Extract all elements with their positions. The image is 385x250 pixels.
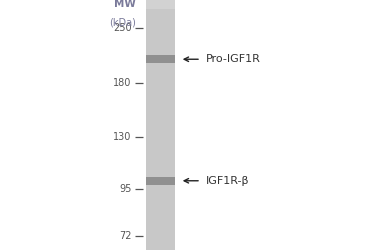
Text: (kDa): (kDa) xyxy=(109,18,136,28)
Bar xyxy=(146,176,175,185)
Text: IGF1R-β: IGF1R-β xyxy=(206,176,249,186)
Text: MW: MW xyxy=(114,0,136,9)
Bar xyxy=(146,0,175,250)
Text: 130: 130 xyxy=(113,132,132,142)
Text: 95: 95 xyxy=(119,184,132,194)
Text: 250: 250 xyxy=(113,23,132,33)
Text: Pro-IGF1R: Pro-IGF1R xyxy=(206,54,261,64)
Bar xyxy=(146,55,175,64)
Text: 180: 180 xyxy=(113,78,132,88)
Text: 72: 72 xyxy=(119,231,132,241)
Bar xyxy=(146,0,175,9)
